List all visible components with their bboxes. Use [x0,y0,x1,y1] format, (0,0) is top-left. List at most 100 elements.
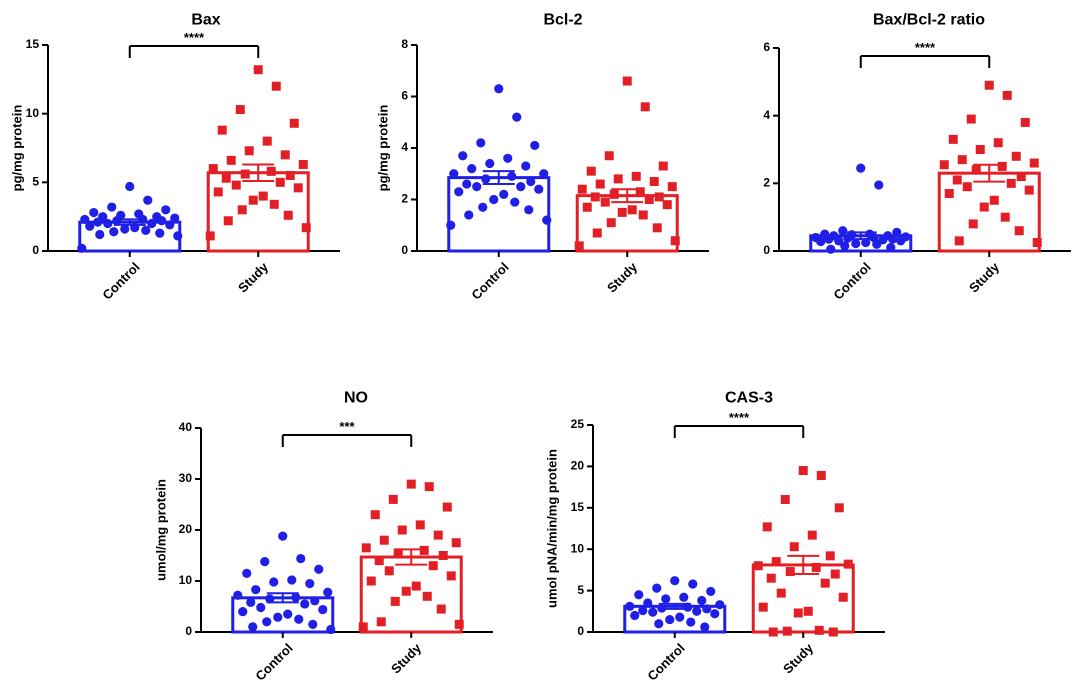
data-point [1000,212,1010,222]
chart-title: Bcl-2 [543,11,582,28]
data-point [293,183,303,193]
data-point [262,617,272,627]
chart-title: CAS-3 [725,389,773,406]
data-point [574,241,584,251]
data-point [798,466,808,476]
data-point [296,553,306,564]
data-point [120,224,130,234]
panel-bax: Bax pg/mg protein 0 5 10 15 Control Study **** [9,11,340,303]
data-point [834,236,844,246]
data-point [826,244,836,254]
data-point [213,187,223,197]
data-point [807,530,817,540]
data-point [766,573,776,583]
data-point [170,213,180,223]
data-point [401,586,411,596]
data-point [939,160,949,170]
data-point [1002,90,1012,100]
data-point [979,202,989,212]
y-tick-label: 10 [571,541,585,555]
data-point [510,197,520,207]
data-point [662,200,672,210]
data-point [962,182,972,192]
data-point [814,625,824,635]
y-tick-label: 6 [763,40,770,54]
y-tick-label: 20 [571,459,585,473]
data-point [1014,226,1024,236]
data-point [816,236,826,247]
data-point [265,594,275,604]
y-tick-label: 0 [763,243,770,257]
data-point [892,227,902,237]
data-point [258,191,268,201]
data-point [688,579,698,589]
data-point [260,557,270,567]
data-point [503,153,513,163]
data-point [85,221,95,231]
data-point [654,192,664,202]
data-point [223,216,233,226]
x-tick-label: Study [388,640,425,677]
data-point [652,583,662,593]
data-point [262,136,272,146]
data-point [442,502,452,512]
y-axis-label: umol pNA/min/mg protein [544,449,559,608]
data-point [147,218,157,229]
data-point [771,557,781,567]
data-point [896,236,906,246]
data-point [143,195,153,205]
data-point [390,596,400,606]
y-tick-label: 30 [179,471,193,485]
data-point [481,174,491,184]
data-point [782,626,792,636]
y-tick-label: 15 [26,37,40,51]
data-point [310,596,320,606]
panel-bax-bcl-2-ratio: Bax/Bcl-2 ratio 0 2 4 6 Control Study **** [763,11,1071,303]
data-point [640,102,650,112]
data-point [478,202,488,212]
bar-control [447,176,551,253]
data-point [710,609,720,619]
data-point [762,522,772,532]
data-point [406,479,416,489]
chart-title: Bax [191,11,220,28]
data-point [454,187,464,197]
data-point [872,239,882,249]
data-point [323,587,333,597]
data-point [294,614,304,624]
bar-study [359,555,463,634]
data-point [512,112,522,122]
data-point [305,578,315,589]
y-tick-label: 0 [401,243,408,257]
data-point [464,210,474,220]
data-point [248,622,258,632]
data-point [968,219,978,229]
data-point [454,619,464,629]
data-point [753,561,763,571]
data-point [125,181,135,192]
data-point [449,169,459,179]
data-point [467,164,477,174]
data-point [604,151,614,161]
data-point [861,237,871,248]
data-point [269,199,279,209]
data-point [285,170,295,180]
data-point [634,590,644,600]
data-point [499,189,509,199]
data-point [590,192,600,202]
data-point [582,202,592,212]
y-tick-label: 4 [401,140,408,154]
data-point [438,551,448,560]
data-point [251,585,261,595]
y-tick-label: 5 [32,175,39,189]
data-point [161,205,171,215]
data-point [462,179,472,189]
data-point [89,207,99,218]
data-point [397,525,407,535]
data-point [433,530,443,540]
y-tick-label: 2 [763,176,770,190]
data-point [785,567,795,577]
data-point [851,238,861,249]
data-point [361,543,371,553]
data-point [1016,172,1026,182]
